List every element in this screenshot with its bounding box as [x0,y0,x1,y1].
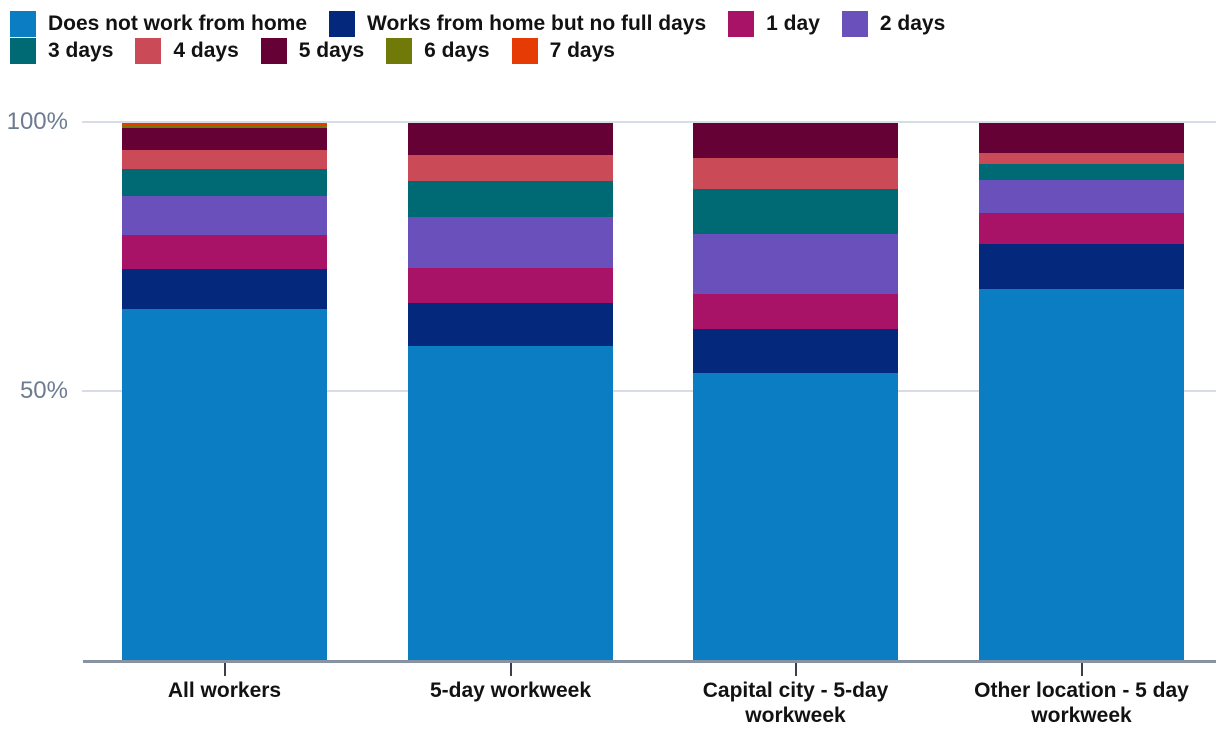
legend-swatch-icon [841,10,868,37]
x-axis-tick [509,663,512,676]
bar-segment [693,373,898,661]
legend-item: 4 days [135,37,239,64]
bar-segment [122,196,327,235]
x-axis-tick [794,663,797,676]
legend-swatch-icon [10,10,36,37]
bar-segment [693,123,898,159]
bar-1 [122,123,327,661]
x-axis-tick [1080,663,1083,676]
bar-segment [408,267,613,304]
legend-swatch-icon [10,37,36,64]
bar-segment [979,289,1184,661]
legend-row-1: Does not work from home Works from home b… [10,10,1210,37]
gridline [82,390,1216,392]
bar-segment [408,346,613,661]
x-axis-category-label: Other location - 5 day workweek [974,679,1189,727]
bar-segment [979,180,1184,213]
legend-item: 6 days [386,37,490,64]
bar-segment [979,212,1184,245]
y-axis-tick-label: 50% [19,377,68,404]
legend-swatch-icon [728,10,755,37]
bar-segment [122,125,327,129]
legend-item: 2 days [841,10,946,37]
x-axis-tick [223,663,226,676]
bar-segment [979,163,1184,181]
bar-segment [693,158,898,190]
legend-swatch-icon [329,10,356,37]
legend-label: 5 days [298,39,365,62]
x-axis-category-label: All workers [167,679,282,702]
legend-label: 6 days [424,39,490,62]
legend-swatch-icon [386,37,413,64]
bar-segment [408,180,613,217]
legend-swatch-icon [260,37,287,64]
bar-2 [408,123,613,661]
bar-segment [979,123,1184,153]
legend-label: 4 days [173,39,239,62]
bar-segment [122,168,327,197]
gridline [82,121,1216,123]
legend-item: Works from home but no full days [329,10,706,37]
legend-label: 7 days [549,39,615,62]
legend-row-2: 3 days 4 days 5 days 6 days 7 days [10,37,1210,64]
plot-area [83,123,1216,661]
legend-label: 1 day [766,12,820,35]
bar-segment [122,234,327,270]
bar-segment [408,154,613,181]
bar-segment [979,152,1184,164]
y-axis-tick-label: 100% [6,108,68,135]
bar-segment [122,123,327,126]
legend-swatch-icon [511,37,538,64]
bar-4 [979,123,1184,661]
legend-item: 7 days [511,37,615,64]
legend-label: 2 days [879,12,946,35]
legend-item: Does not work from home [10,10,307,37]
x-axis-line [83,660,1216,663]
legend-label: 3 days [48,39,114,62]
bar-segment [122,269,327,310]
legend-label: Does not work from home [48,12,308,35]
bar-segment [979,244,1184,290]
bar-segment [408,303,613,347]
x-axis-category-label: Capital city - 5-day workweek [702,679,889,727]
legend: Does not work from home Works from home b… [10,10,1210,64]
bar-segment [693,293,898,330]
bar-segment [122,128,327,150]
x-axis-category-label: 5-day workweek [429,679,592,702]
bar-segment [122,149,327,169]
legend-item: 3 days [10,37,113,64]
bar-segment [408,123,613,155]
legend-swatch-icon [135,37,162,64]
legend-item: 5 days [260,37,365,64]
bar-segment [408,216,613,268]
bar-segment [122,309,327,661]
bar-segment [693,329,898,374]
legend-label: Works from home but no full days [367,12,707,35]
bar-3 [693,123,898,661]
legend-item: 1 day [728,10,820,37]
bar-segment [693,233,898,294]
bar-segment [693,189,898,234]
